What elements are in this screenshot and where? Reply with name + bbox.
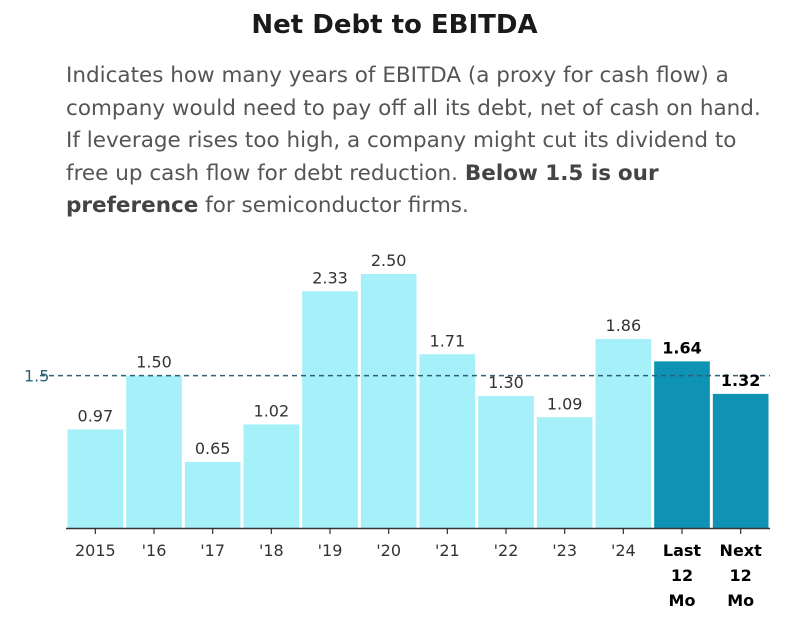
bar [595, 339, 652, 528]
bar-value-label: 1.50 [136, 353, 172, 372]
x-tick-label: '17 [200, 541, 225, 560]
bar-value-label: 1.64 [662, 338, 701, 357]
bar-value-label: 1.02 [254, 401, 290, 420]
x-tick-label: Next 12 Mo [720, 541, 763, 610]
bar-value-label: 1.32 [721, 371, 760, 390]
x-tick-label: '18 [259, 541, 284, 560]
bar [360, 274, 417, 528]
bar [536, 417, 593, 528]
bar [243, 424, 300, 528]
x-tick-label: '24 [611, 541, 636, 560]
x-tick-label: '23 [552, 541, 577, 560]
bar-value-label: 1.86 [606, 316, 642, 335]
bar [302, 291, 358, 528]
bar-value-label: 1.09 [547, 394, 583, 413]
bar [712, 393, 769, 528]
x-tick-label: 2015 [75, 541, 116, 560]
x-tick-label: '16 [142, 541, 167, 560]
reference-line-label: 1.5 [24, 367, 49, 386]
bar-value-label: 0.97 [78, 406, 114, 425]
bar [419, 354, 476, 528]
bar [67, 429, 124, 528]
bar-value-label: 2.50 [371, 251, 407, 270]
x-tick-label: '21 [435, 541, 460, 560]
chart-description: Indicates how many years of EBITDA (a pr… [66, 60, 766, 223]
x-tick-label: '19 [318, 541, 343, 560]
chart-title: Net Debt to EBITDA [251, 10, 538, 40]
x-tick-label: '20 [376, 541, 401, 560]
bar [126, 375, 182, 528]
bar [654, 361, 710, 528]
x-tick-label: Last 12 Mo [663, 541, 702, 610]
x-tick-label: '22 [494, 541, 519, 560]
description-emphasis-2: our preference [66, 160, 659, 219]
bar-value-label: 0.65 [195, 439, 231, 458]
bar-value-label: 2.33 [312, 268, 348, 287]
bar [184, 461, 241, 528]
description-text-3: for semiconductor firms. [198, 193, 469, 218]
bar [478, 395, 534, 528]
bar-value-label: 1.30 [488, 373, 524, 392]
bar-value-label: 1.71 [430, 331, 466, 350]
description-emphasis-1: Below 1.5 is [464, 160, 612, 186]
description-text-1: Indicates how many years of EBITDA (a pr… [66, 63, 761, 186]
